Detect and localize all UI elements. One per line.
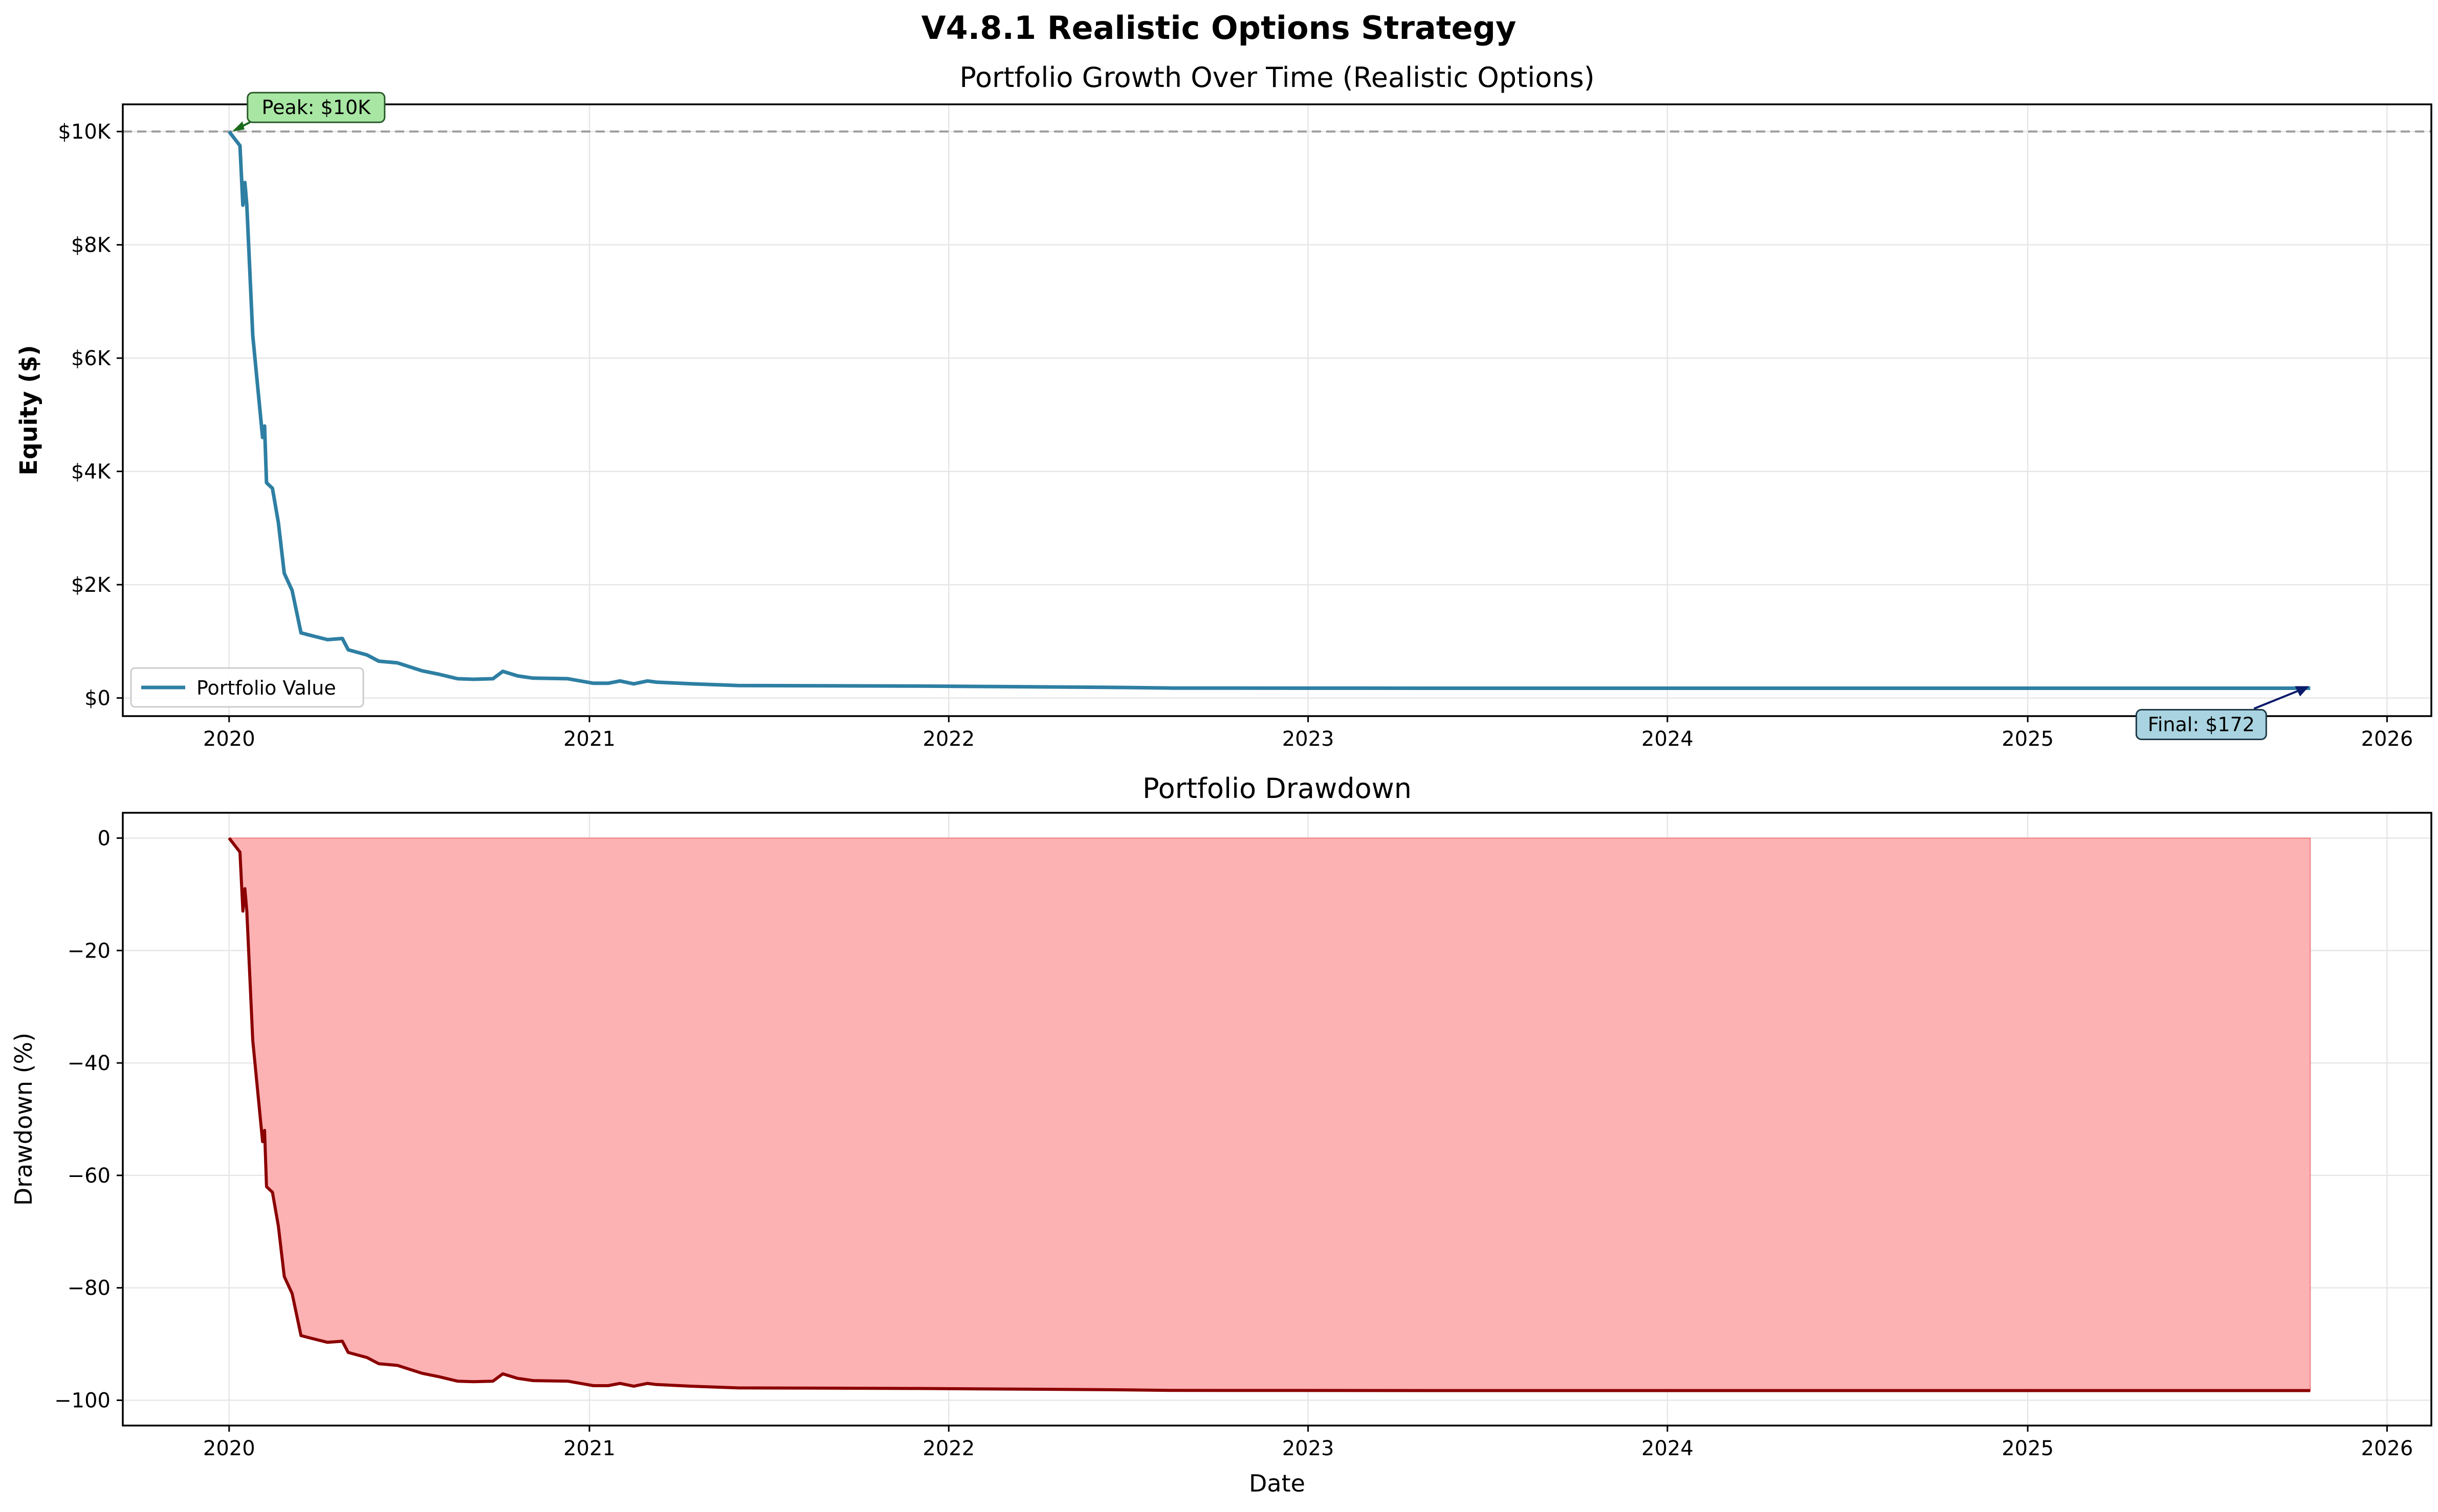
drawdown-plot-frame bbox=[122, 812, 2432, 1427]
legend-box bbox=[130, 667, 364, 708]
y-tick-label: $0 bbox=[84, 687, 111, 710]
final-arrow-head bbox=[2295, 686, 2310, 697]
drawdown-y-axis-label: Drawdown (%) bbox=[10, 1033, 37, 1206]
y-tick-label: −40 bbox=[68, 1052, 111, 1075]
y-tick-label: −60 bbox=[68, 1164, 111, 1188]
drawdown-series bbox=[228, 837, 2311, 1392]
legend-label-portfolio-value: Portfolio Value bbox=[196, 677, 336, 699]
equity-chart-title: Portfolio Growth Over Time (Realistic Op… bbox=[959, 61, 1594, 94]
peak-annotation-label: Peak: $10K bbox=[262, 96, 371, 119]
x-tick-label: 2021 bbox=[563, 1437, 616, 1460]
x-tick-label: 2021 bbox=[563, 727, 616, 751]
drawdown-x-axis: 2020 2021 2022 2023 2024 2025 2026 bbox=[203, 1426, 2413, 1460]
x-tick-label: 2024 bbox=[1641, 727, 1694, 751]
y-tick-label: −100 bbox=[54, 1389, 111, 1413]
final-annotation-box bbox=[2135, 709, 2267, 741]
x-tick-label: 2020 bbox=[203, 727, 255, 751]
equity-annotations: Peak: $10K Final: $172 bbox=[232, 92, 2310, 741]
equity-chart: Portfolio Growth Over Time (Realistic Op… bbox=[15, 61, 2432, 751]
y-tick-label: 0 bbox=[98, 827, 111, 850]
drawdown-chart-title: Portfolio Drawdown bbox=[1143, 772, 1412, 805]
x-tick-label: 2025 bbox=[2002, 1437, 2054, 1460]
portfolio-value-line bbox=[228, 130, 2311, 690]
drawdown-line bbox=[228, 837, 2311, 1392]
x-tick-label: 2022 bbox=[923, 1437, 975, 1460]
y-tick-label: $6K bbox=[71, 347, 112, 370]
x-tick-label: 2025 bbox=[2002, 727, 2054, 751]
figure-title: V4.8.1 Realistic Options Strategy bbox=[921, 9, 1517, 47]
equity-x-axis: 2020 2021 2022 2023 2024 2025 2026 bbox=[203, 716, 2413, 751]
drawdown-area-fill bbox=[228, 837, 2311, 1391]
y-tick-label: $2K bbox=[71, 573, 112, 597]
y-tick-label: −20 bbox=[68, 939, 111, 963]
equity-legend[interactable]: Portfolio Value bbox=[130, 667, 364, 708]
final-annotation-label: Final: $172 bbox=[2148, 714, 2255, 736]
x-tick-label: 2020 bbox=[203, 1437, 255, 1460]
drawdown-y-axis: 0 −20 −40 −60 −80 −100 bbox=[54, 827, 123, 1413]
y-tick-label: −80 bbox=[68, 1277, 111, 1300]
x-tick-label: 2026 bbox=[2361, 727, 2413, 751]
drawdown-chart: Portfolio Drawdown 2020 2021 2022 2023 2024 2… bbox=[10, 772, 2432, 1497]
y-tick-label: $4K bbox=[71, 460, 112, 484]
equity-plot-frame bbox=[122, 103, 2432, 717]
equity-gridlines bbox=[123, 104, 2431, 716]
equity-y-axis-label: Equity ($) bbox=[15, 345, 42, 476]
x-tick-label: 2022 bbox=[923, 727, 975, 751]
y-tick-label: $10K bbox=[58, 120, 111, 144]
peak-annotation-box bbox=[247, 92, 386, 123]
x-tick-label: 2024 bbox=[1641, 1437, 1694, 1460]
equity-y-axis: $0 $2K $4K $6K $8K $10K bbox=[58, 120, 123, 710]
y-tick-label: $8K bbox=[71, 234, 112, 257]
equity-series bbox=[228, 130, 2311, 690]
drawdown-x-axis-label: Date bbox=[1249, 1470, 1305, 1497]
x-tick-label: 2026 bbox=[2361, 1437, 2413, 1460]
x-tick-label: 2023 bbox=[1282, 1437, 1334, 1460]
peak-arrow-head bbox=[232, 121, 245, 132]
x-tick-label: 2023 bbox=[1282, 727, 1334, 751]
